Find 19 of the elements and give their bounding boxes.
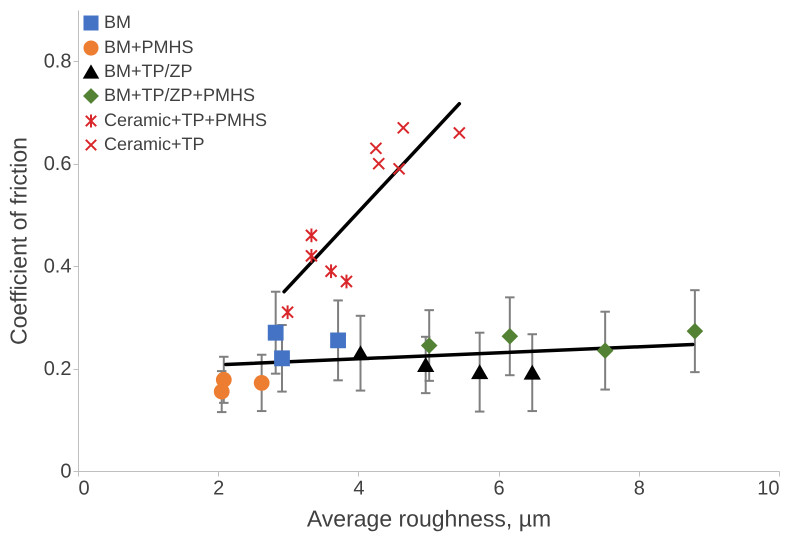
y-tick-label: 0.2 bbox=[44, 358, 72, 380]
x-tick-label: 2 bbox=[213, 478, 224, 500]
x-tick-label: 4 bbox=[353, 478, 364, 500]
legend-label: BM+TP/ZP+PMHS bbox=[104, 85, 256, 105]
x-tick-label: 8 bbox=[634, 478, 645, 500]
y-tick-label: 0.4 bbox=[44, 256, 72, 278]
y-axis-title: Coefficient of friction bbox=[6, 137, 32, 345]
legend-label: BM+TP/ZP bbox=[104, 61, 193, 81]
y-tick-label: 0.8 bbox=[44, 50, 72, 73]
y-tick-label: 0.6 bbox=[44, 153, 72, 176]
x-tick-label: 10 bbox=[757, 478, 780, 500]
legend-label: BM+PMHS bbox=[104, 37, 194, 57]
legend-label: BM bbox=[104, 12, 131, 32]
x-axis-title: Average roughness, µm bbox=[306, 506, 552, 532]
y-tick-label: 0 bbox=[60, 460, 72, 482]
legend-label: Ceramic+TP+PMHS bbox=[104, 110, 268, 130]
x-tick-label: 0 bbox=[78, 478, 90, 500]
x-tick-label: 6 bbox=[494, 478, 505, 500]
legend-label: Ceramic+TP bbox=[104, 134, 205, 154]
